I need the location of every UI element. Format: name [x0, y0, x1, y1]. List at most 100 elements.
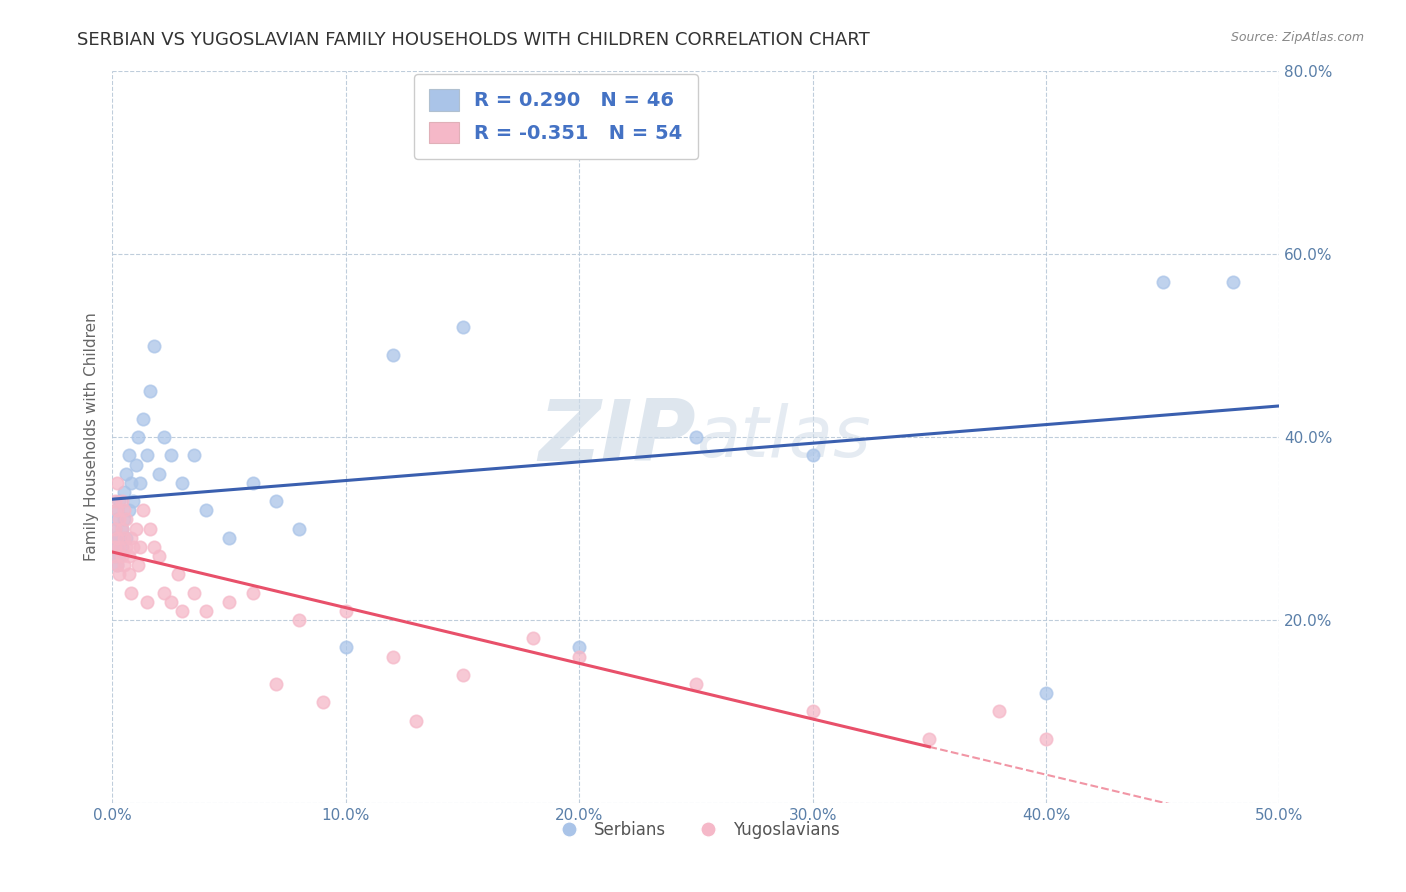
Point — [105, 512, 128, 526]
Point — [153, 430, 176, 444]
Point — [685, 677, 707, 691]
Point — [122, 494, 145, 508]
Point — [115, 512, 138, 526]
Point — [127, 558, 149, 573]
Point — [335, 640, 357, 655]
Point — [105, 558, 128, 573]
Point — [115, 467, 138, 481]
Point — [108, 540, 131, 554]
Point — [801, 705, 824, 719]
Point — [120, 531, 142, 545]
Point — [104, 521, 127, 535]
Point — [105, 475, 128, 490]
Point — [381, 348, 404, 362]
Point — [988, 705, 1011, 719]
Text: SERBIAN VS YUGOSLAVIAN FAMILY HOUSEHOLDS WITH CHILDREN CORRELATION CHART: SERBIAN VS YUGOSLAVIAN FAMILY HOUSEHOLDS… — [77, 31, 870, 49]
Point — [108, 531, 131, 545]
Point — [105, 503, 128, 517]
Point — [122, 540, 145, 554]
Point — [183, 448, 205, 462]
Point — [105, 531, 128, 545]
Point — [1222, 275, 1244, 289]
Point — [111, 549, 134, 563]
Point — [104, 549, 127, 563]
Point — [105, 503, 128, 517]
Point — [120, 475, 142, 490]
Text: Source: ZipAtlas.com: Source: ZipAtlas.com — [1230, 31, 1364, 45]
Point — [288, 521, 311, 535]
Point — [118, 549, 141, 563]
Text: atlas: atlas — [696, 402, 870, 472]
Point — [112, 503, 135, 517]
Point — [115, 540, 138, 554]
Point — [194, 503, 217, 517]
Point — [104, 540, 127, 554]
Point — [153, 585, 176, 599]
Point — [115, 531, 138, 545]
Point — [125, 458, 148, 472]
Point — [118, 567, 141, 582]
Point — [111, 521, 134, 535]
Point — [132, 503, 155, 517]
Point — [183, 585, 205, 599]
Point — [685, 430, 707, 444]
Point — [172, 475, 194, 490]
Point — [108, 494, 131, 508]
Point — [1152, 275, 1174, 289]
Point — [125, 521, 148, 535]
Point — [139, 384, 162, 399]
Point — [160, 448, 183, 462]
Point — [335, 604, 357, 618]
Point — [111, 494, 134, 508]
Point — [112, 485, 135, 500]
Point — [143, 338, 166, 352]
Point — [104, 531, 127, 545]
Point — [918, 731, 941, 746]
Point — [129, 475, 152, 490]
Point — [242, 585, 264, 599]
Text: ZIP: ZIP — [538, 395, 696, 479]
Point — [242, 475, 264, 490]
Point — [108, 567, 131, 582]
Point — [104, 549, 127, 563]
Point — [143, 540, 166, 554]
Point — [194, 604, 217, 618]
Point — [148, 549, 170, 563]
Point — [451, 320, 474, 334]
Y-axis label: Family Households with Children: Family Households with Children — [83, 313, 98, 561]
Point — [1035, 686, 1057, 700]
Point — [129, 540, 152, 554]
Point — [108, 549, 131, 563]
Point — [160, 594, 183, 608]
Point — [568, 640, 591, 655]
Point — [451, 667, 474, 681]
Point — [522, 632, 544, 646]
Point — [139, 521, 162, 535]
Point — [264, 677, 287, 691]
Point — [112, 531, 135, 545]
Point — [112, 512, 135, 526]
Point — [136, 594, 159, 608]
Point — [148, 467, 170, 481]
Point — [112, 558, 135, 573]
Point — [801, 448, 824, 462]
Point — [264, 494, 287, 508]
Point — [105, 540, 128, 554]
Point — [108, 512, 131, 526]
Point — [120, 585, 142, 599]
Legend: Serbians, Yugoslavians: Serbians, Yugoslavians — [546, 814, 846, 846]
Point — [405, 714, 427, 728]
Point — [218, 594, 240, 608]
Point — [105, 558, 128, 573]
Point — [118, 503, 141, 517]
Point — [568, 649, 591, 664]
Point — [166, 567, 188, 582]
Point — [132, 412, 155, 426]
Point — [288, 613, 311, 627]
Point — [218, 531, 240, 545]
Point — [118, 448, 141, 462]
Point — [311, 695, 333, 709]
Point — [172, 604, 194, 618]
Point — [381, 649, 404, 664]
Point — [1035, 731, 1057, 746]
